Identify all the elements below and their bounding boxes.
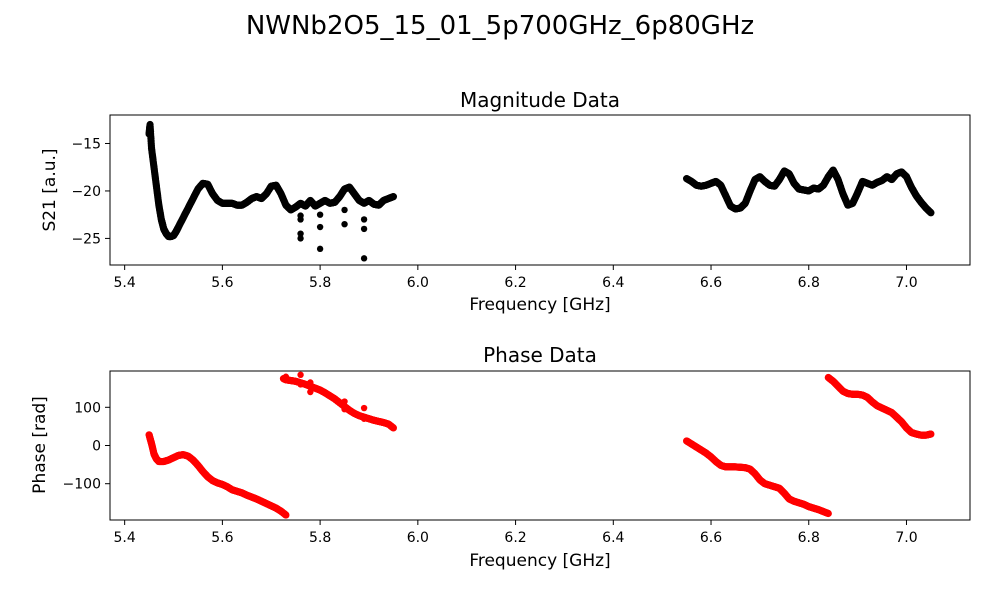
phase-y-label: Phase [rad] [30, 396, 50, 494]
magnitude-x-tick-label: 6.0 [407, 275, 429, 291]
phase-x-tick-label: 5.8 [309, 530, 331, 546]
magnitude-x-label: Frequency [GHz] [469, 295, 610, 315]
magnitude-outlier-point [297, 212, 304, 219]
phase-panel: Phase Data 5.4 5.6 5.8 6.0 6.2 6.4 6.6 6.8 7.0 −… [30, 343, 971, 571]
phase-x-tick-label: 7.0 [895, 530, 917, 546]
phase-data-point [927, 430, 935, 438]
magnitude-axes-frame [109, 114, 971, 266]
magnitude-outlier-point [297, 235, 304, 242]
magnitude-outlier-point [341, 206, 348, 214]
magnitude-x-tick-label: 5.6 [211, 275, 233, 291]
magnitude-outlier-point [360, 216, 368, 223]
magnitude-x-tick-label: 6.6 [700, 275, 722, 291]
magnitude-outlier-point [360, 255, 368, 262]
phase-outlier-point [360, 415, 368, 422]
phase-x-tick-label: 6.2 [504, 530, 526, 546]
phase-data-point [282, 511, 290, 519]
magnitude-y-tick-label: −20 [71, 184, 101, 200]
magnitude-outlier-point [316, 211, 324, 218]
magnitude-x-tick-label: 5.8 [309, 275, 331, 291]
magnitude-panel: Magnitude Data 5.4 5.6 5.8 6.0 6.2 6.4 6.6 6.8 7… [40, 88, 971, 315]
magnitude-data-point [389, 193, 398, 201]
phase-x-tick-label: 6.0 [407, 530, 429, 546]
phase-title: Phase Data [483, 343, 597, 367]
phase-points [145, 371, 935, 519]
phase-x-tick-label: 5.4 [114, 530, 136, 546]
phase-y-tick-label: −100 [63, 477, 101, 493]
phase-x-ticks: 5.4 5.6 5.8 6.0 6.2 6.4 6.6 6.8 7.0 [114, 520, 918, 546]
magnitude-outlier-point [341, 220, 348, 228]
magnitude-y-label: S21 [a.u.] [40, 148, 60, 231]
magnitude-outlier-point [360, 225, 368, 233]
magnitude-x-ticks: 5.4 5.6 5.8 6.0 6.2 6.4 6.6 6.8 7.0 [114, 265, 918, 291]
magnitude-data-point [927, 209, 935, 217]
phase-x-tick-label: 5.6 [211, 530, 233, 546]
magnitude-x-tick-label: 7.0 [895, 275, 917, 291]
magnitude-y-ticks: −25 −20 −15 [71, 136, 110, 247]
phase-data-point [389, 424, 398, 432]
phase-outlier-point [297, 381, 304, 388]
magnitude-title: Magnitude Data [460, 88, 620, 112]
phase-outlier-point [341, 406, 348, 413]
magnitude-x-tick-label: 6.8 [798, 275, 820, 291]
magnitude-points [145, 120, 935, 262]
magnitude-x-tick-label: 6.2 [504, 275, 526, 291]
phase-data-point [824, 509, 832, 518]
magnitude-y-tick-label: −25 [71, 231, 101, 247]
phase-outlier-point [307, 379, 314, 386]
phase-outlier-point [297, 371, 304, 379]
magnitude-x-tick-label: 5.4 [114, 275, 136, 291]
phase-x-tick-label: 6.6 [700, 530, 722, 546]
phase-outlier-point [282, 373, 290, 380]
magnitude-outlier-point [297, 230, 304, 237]
phase-y-ticks: −100 0 100 [63, 400, 110, 493]
magnitude-outlier-point [316, 223, 324, 231]
phase-x-tick-label: 6.4 [602, 530, 624, 546]
phase-y-tick-label: 100 [74, 400, 101, 416]
phase-y-tick-label: 0 [92, 439, 101, 455]
magnitude-y-tick-label: −15 [71, 136, 101, 152]
phase-x-tick-label: 6.8 [798, 530, 820, 546]
magnitude-outlier-point [316, 245, 324, 253]
figure-suptitle: NWNb2O5_15_01_5p700GHz_6p80GHz [246, 11, 754, 41]
magnitude-x-tick-label: 6.4 [602, 275, 624, 291]
phase-outlier-point [307, 388, 314, 396]
phase-x-label: Frequency [GHz] [469, 551, 610, 571]
phase-outlier-point [360, 404, 368, 412]
phase-outlier-point [341, 398, 348, 405]
